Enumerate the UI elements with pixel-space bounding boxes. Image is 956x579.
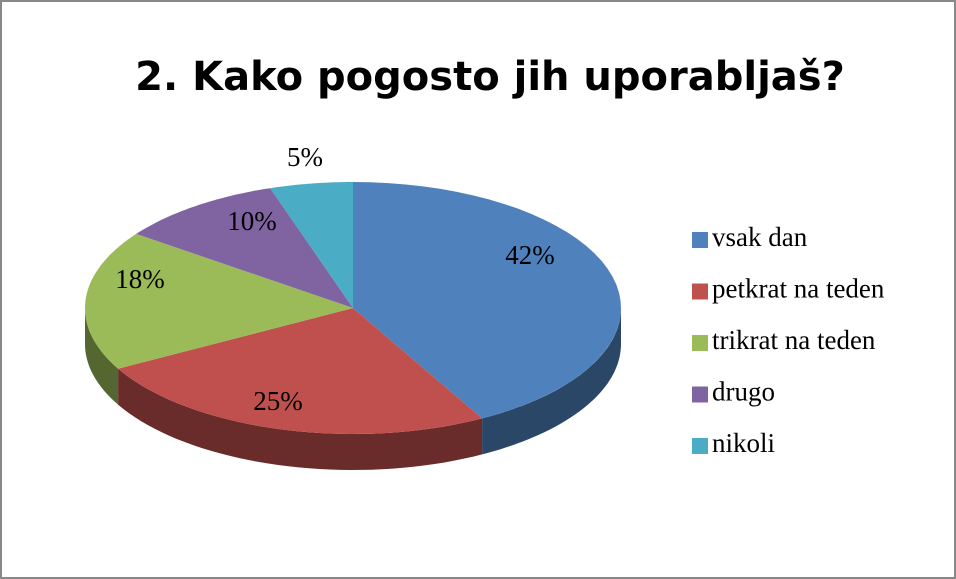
pie-slice-side [85,308,119,405]
pie-slice-side [118,368,483,470]
legend-swatch [692,438,708,454]
pie-slice [136,188,353,308]
legend-label: drugo [712,377,775,407]
data-label: 25% [253,386,303,416]
pie-slice [270,182,353,308]
pie-slice [353,182,621,419]
pie-slice [118,308,483,434]
legend-swatch [692,386,708,403]
legend-label: trikrat na teden [712,325,876,355]
legend-swatch [692,335,708,351]
chart-title: 2. Kako pogosto jih uporabljaš? [135,54,845,100]
legend-swatch [692,232,708,248]
legend-label: petkrat na teden [712,274,885,304]
legend-swatch [692,283,708,300]
data-label: 18% [115,264,165,294]
pie-slice-side [482,308,621,455]
data-label: 5% [287,142,323,172]
legend-label: nikoli [712,428,775,458]
legend-label: vsak dan [712,222,808,252]
pie-slice [85,233,353,369]
data-label: 10% [227,206,277,236]
data-label: 42% [505,240,555,270]
